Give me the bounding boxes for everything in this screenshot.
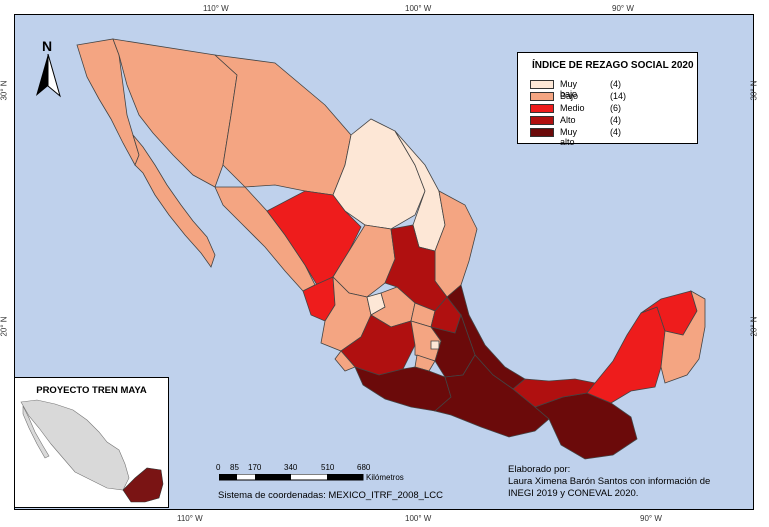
scale-tick-340: 340 <box>284 463 298 472</box>
graticule-label-top-100w: 100° W <box>405 4 432 13</box>
inset-baja-outline <box>22 405 50 459</box>
legend-label: Muy alto <box>560 127 578 147</box>
state-chiapas <box>534 392 638 460</box>
graticule-label-left-20n: 20° N <box>0 316 9 337</box>
inset-title: PROYECTO TREN MAYA <box>36 385 147 396</box>
state-coahuila <box>332 118 426 230</box>
scale-tick-170: 170 <box>248 463 262 472</box>
legend-count: (4) <box>610 127 621 137</box>
legend-swatch <box>530 92 554 101</box>
state-colima <box>334 350 356 372</box>
legend-swatch <box>530 80 554 89</box>
scale-tick-680: 680 <box>357 463 371 472</box>
legend-label: Medio <box>560 103 585 113</box>
legend-label: Muy bajo <box>560 79 578 99</box>
graticule-label-bottom-100w: 100° W <box>405 514 432 523</box>
graticule-label-right-30n: 30° N <box>749 80 759 101</box>
state-baja-california-sur <box>132 134 216 268</box>
legend-label: Alto <box>560 115 576 125</box>
state-cdmx <box>430 340 440 350</box>
state-quintana-roo <box>660 290 706 384</box>
inset-tren-maya-region <box>122 467 164 503</box>
legend-swatch <box>530 116 554 125</box>
graticule-label-right-20n: 20° N <box>749 316 759 337</box>
legend-label: Bajo <box>560 91 579 101</box>
legend-count: (4) <box>610 79 621 89</box>
scale-unit: Kilómetros <box>366 473 404 482</box>
legend-title: ÍNDICE DE REZAGO SOCIAL 2020 <box>532 60 694 71</box>
credit-block: Elaborado por: Laura Ximena Barón Santos… <box>508 464 710 500</box>
scale-bar-graphic <box>219 474 364 481</box>
graticule-label-bottom-110w: 110° W <box>177 514 203 523</box>
scale-bar: 0 85 170 340 510 680 Kilómetros <box>216 463 416 487</box>
legend-count: (6) <box>610 103 621 113</box>
mexico-map <box>76 38 706 460</box>
state-oaxaca <box>434 354 550 438</box>
scale-tick-0: 0 <box>216 463 221 472</box>
credit-line-3: INEGI 2019 y CONEVAL 2020. <box>508 488 639 499</box>
legend-swatch <box>530 128 554 137</box>
state-sonora <box>112 38 238 188</box>
legend: ÍNDICE DE REZAGO SOCIAL 2020 Muy bajo (4… <box>517 52 698 147</box>
inset-map-graphic <box>20 399 164 503</box>
legend-count: (4) <box>610 115 621 125</box>
legend-count: (14) <box>610 91 627 101</box>
north-arrow-icon <box>36 54 61 98</box>
north-arrow: N <box>34 38 62 98</box>
graticule-label-left-30n: 30° N <box>0 80 9 101</box>
inset-mexico-outline <box>20 399 130 491</box>
scale-tick-510: 510 <box>321 463 335 472</box>
graticule-label-top-110w: 110° W <box>203 4 229 13</box>
graticule-label-bottom-90w: 90° W <box>640 514 662 523</box>
coordinate-system-note: Sistema de coordenadas: MEXICO_ITRF_2008… <box>218 490 443 501</box>
state-guerrero <box>354 366 452 412</box>
north-label: N <box>42 38 53 54</box>
legend-swatch <box>530 104 554 113</box>
inset-map: PROYECTO TREN MAYA <box>14 377 169 508</box>
graticule-label-top-90w: 90° W <box>612 4 634 13</box>
scale-tick-85: 85 <box>230 463 239 472</box>
state-campeche <box>586 306 666 404</box>
credit-line-1: Elaborado por: <box>508 464 571 475</box>
credit-line-2: Laura Ximena Barón Santos con informació… <box>508 476 711 487</box>
